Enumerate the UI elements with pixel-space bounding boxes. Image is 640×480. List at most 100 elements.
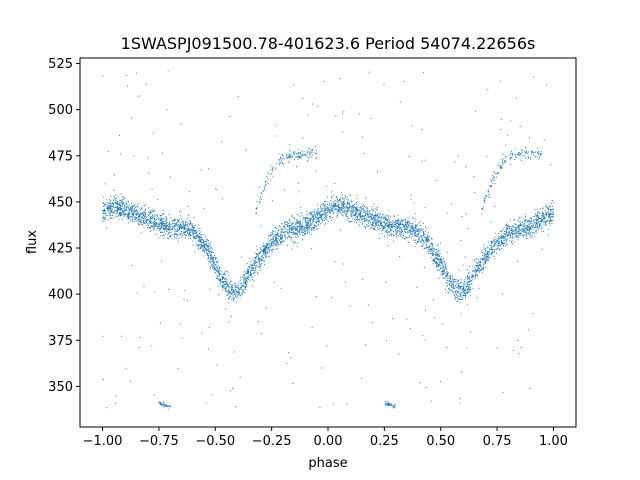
data-point	[487, 260, 489, 262]
data-point	[292, 233, 294, 236]
data-point	[192, 232, 194, 234]
data-point	[484, 260, 486, 262]
data-point	[174, 218, 176, 220]
data-point	[197, 247, 199, 249]
data-point	[297, 219, 299, 221]
data-point	[307, 230, 309, 232]
data-point	[272, 245, 274, 247]
data-point	[379, 213, 382, 215]
data-point	[211, 255, 213, 257]
data-point	[312, 216, 314, 218]
data-point	[319, 218, 321, 220]
data-point	[349, 206, 351, 208]
data-point	[444, 261, 446, 263]
data-point	[414, 233, 416, 235]
data-point	[412, 216, 414, 219]
data-point	[315, 157, 317, 159]
data-point	[268, 243, 270, 245]
data-point	[325, 213, 327, 215]
data-point	[219, 267, 221, 269]
data-point	[176, 220, 178, 222]
data-point	[120, 202, 122, 204]
data-point	[438, 255, 440, 258]
data-point	[257, 271, 259, 273]
data-point	[327, 209, 329, 211]
data-point	[402, 232, 405, 234]
data-point	[526, 220, 528, 222]
data-point	[124, 215, 126, 217]
data-point	[307, 221, 309, 223]
data-point	[237, 283, 239, 285]
data-point	[170, 217, 172, 219]
data-point	[363, 218, 366, 220]
data-point	[228, 287, 230, 289]
data-point	[538, 212, 540, 214]
data-point	[154, 222, 156, 224]
data-point	[133, 204, 135, 206]
data-point	[383, 222, 385, 224]
data-point	[103, 210, 105, 212]
data-point	[164, 217, 166, 219]
data-point	[501, 158, 503, 161]
data-point	[320, 216, 322, 218]
data-point	[271, 232, 274, 234]
data-point	[533, 221, 535, 223]
data-point	[529, 217, 531, 219]
data-point	[326, 203, 328, 205]
data-point	[546, 212, 548, 214]
data-point	[459, 282, 461, 284]
data-point	[278, 225, 280, 227]
data-point	[489, 248, 491, 250]
data-point	[306, 222, 308, 224]
data-point	[111, 205, 113, 207]
data-point	[296, 220, 298, 222]
data-point	[171, 223, 173, 225]
data-point	[222, 276, 224, 278]
data-point	[458, 290, 460, 292]
data-point	[137, 205, 139, 207]
data-point	[520, 224, 522, 226]
data-point	[338, 207, 340, 209]
data-point	[250, 275, 252, 277]
data-point	[505, 224, 507, 227]
data-point	[313, 227, 315, 229]
data-point	[296, 156, 298, 158]
data-point	[433, 259, 435, 261]
data-point	[299, 153, 301, 155]
data-point	[348, 207, 350, 209]
data-point	[252, 265, 254, 267]
data-point	[396, 235, 398, 237]
data-point	[224, 272, 226, 274]
data-point	[306, 217, 308, 219]
data-point	[345, 198, 347, 200]
data-point	[494, 243, 496, 246]
data-point	[126, 204, 128, 206]
data-point	[268, 173, 270, 175]
data-point	[297, 220, 299, 222]
data-point	[306, 229, 309, 231]
data-point	[161, 231, 163, 233]
data-point	[429, 251, 431, 253]
data-point	[288, 236, 290, 238]
data-point	[500, 234, 502, 236]
data-point	[399, 228, 401, 230]
data-point	[167, 228, 169, 230]
data-point	[165, 221, 167, 223]
data-point	[370, 213, 372, 215]
data-point	[351, 210, 353, 212]
data-point	[104, 209, 106, 211]
data-point	[297, 214, 299, 216]
data-point	[307, 157, 309, 159]
data-point	[225, 284, 227, 286]
data-point	[528, 226, 530, 228]
data-point	[462, 290, 464, 293]
data-point	[345, 210, 347, 213]
data-point	[543, 216, 545, 218]
data-point	[396, 231, 398, 233]
data-point	[310, 227, 313, 229]
data-point	[280, 232, 282, 234]
data-point	[288, 222, 290, 224]
data-point	[526, 224, 528, 226]
data-point	[309, 211, 311, 213]
data-point	[401, 231, 403, 233]
